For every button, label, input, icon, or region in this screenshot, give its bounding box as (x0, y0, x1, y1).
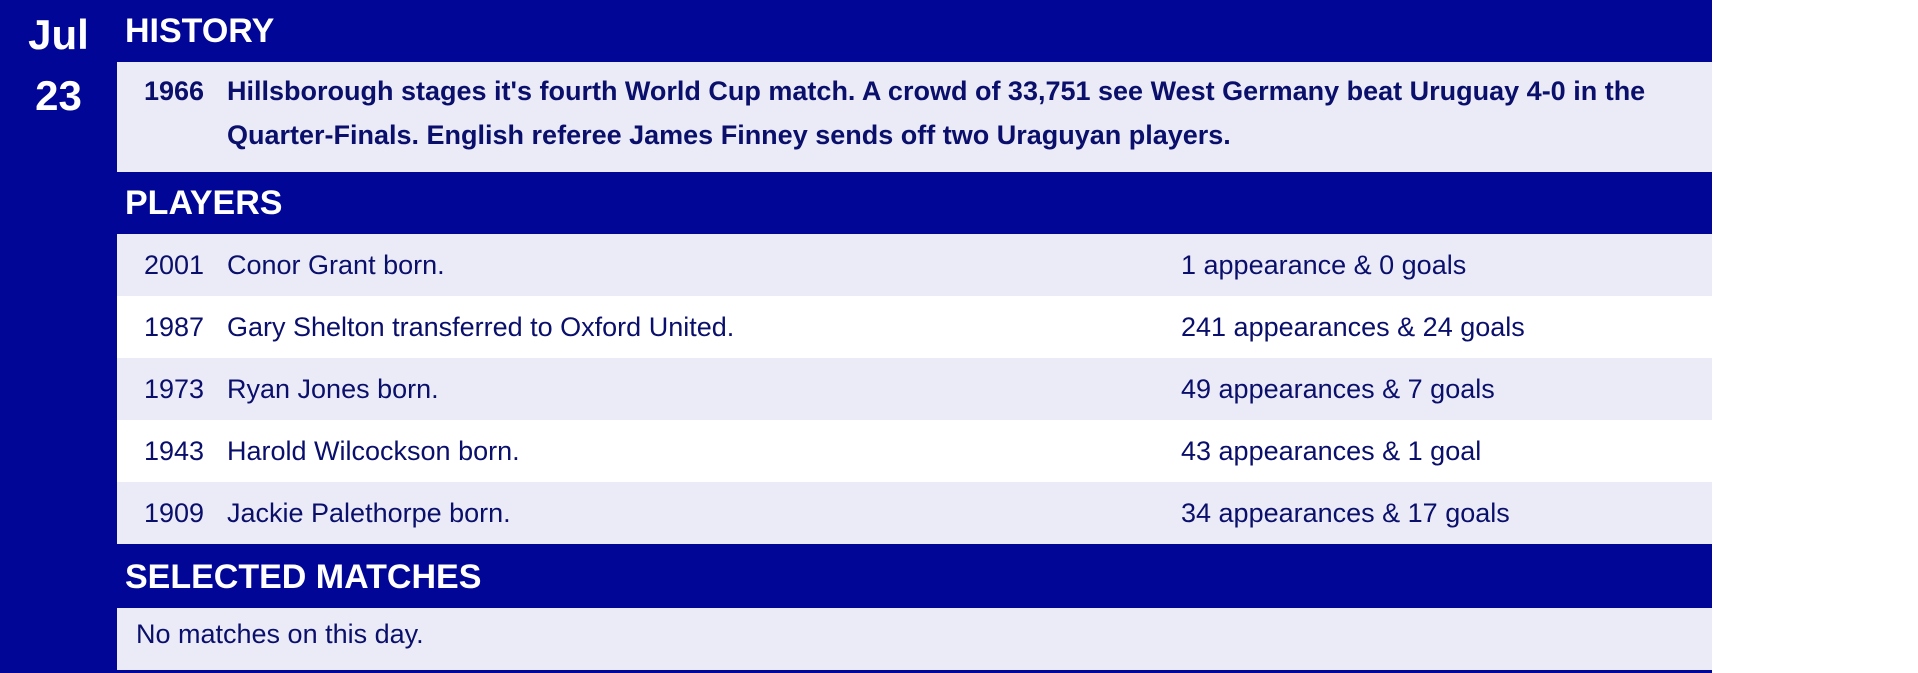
player-row: 1943 Harold Wilcockson born. 43 appearan… (117, 420, 1712, 482)
history-title: HISTORY (125, 12, 275, 50)
player-row: 1909 Jackie Palethorpe born. 34 appearan… (117, 482, 1712, 544)
player-description: Conor Grant born. (227, 250, 445, 280)
player-stats: 34 appearances & 17 goals (1181, 498, 1510, 528)
on-this-day-card: Jul 23 HISTORY 1966 Hillsborough stages … (0, 0, 1712, 673)
player-year: 2001 (144, 250, 205, 280)
history-entry: 1966 Hillsborough stages it's fourth Wor… (117, 62, 1712, 172)
player-year: 1909 (144, 498, 205, 528)
players-header: PLAYERS (117, 172, 1712, 234)
player-stats: 241 appearances & 24 goals (1181, 312, 1525, 342)
matches-title: SELECTED MATCHES (125, 558, 482, 596)
player-year: 1973 (144, 374, 205, 404)
date-month: Jul (28, 11, 89, 58)
player-row: 1973 Ryan Jones born. 49 appearances & 7… (117, 358, 1712, 420)
history-text: Hillsborough stages it's fourth World Cu… (227, 76, 1646, 150)
player-year: 1943 (144, 436, 205, 466)
player-stats: 43 appearances & 1 goal (1181, 436, 1482, 466)
player-stats: 1 appearance & 0 goals (1181, 250, 1467, 280)
matches-empty-text: No matches on this day. (136, 619, 424, 649)
player-year: 1987 (144, 312, 205, 342)
players-title: PLAYERS (125, 184, 283, 222)
matches-empty-state: No matches on this day. (117, 608, 1712, 670)
date-column: Jul 23 (0, 0, 117, 673)
history-header: HISTORY (117, 0, 1712, 62)
player-description: Jackie Palethorpe born. (227, 498, 511, 528)
player-row: 2001 Conor Grant born. 1 appearance & 0 … (117, 234, 1712, 296)
date-day: 23 (35, 72, 82, 119)
player-description: Harold Wilcockson born. (227, 436, 520, 466)
matches-header: SELECTED MATCHES (117, 546, 1712, 608)
player-row: 1987 Gary Shelton transferred to Oxford … (117, 296, 1712, 358)
history-year: 1966 (144, 76, 205, 106)
player-stats: 49 appearances & 7 goals (1181, 374, 1495, 404)
player-description: Ryan Jones born. (227, 374, 439, 404)
content-panel: HISTORY 1966 Hillsborough stages it's fo… (117, 0, 1712, 673)
player-description: Gary Shelton transferred to Oxford Unite… (227, 312, 735, 342)
